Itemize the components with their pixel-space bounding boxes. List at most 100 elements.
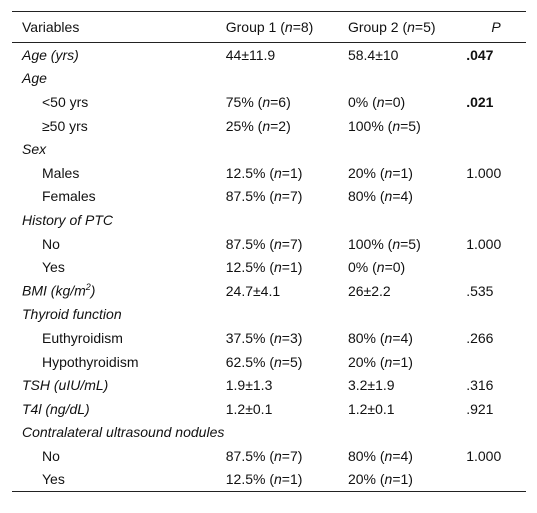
cell-value: 3.2±1.9 [347,377,395,394]
cell-value-part: 80% ( [347,447,385,464]
cell-value-part: =7) [281,235,303,252]
cell-group1: 75% (n=6) [226,90,348,114]
variable-label: Males [42,164,80,181]
cell-p-value [466,114,526,138]
variable-label: Age (yrs) [22,46,79,63]
cell-value-part: 12.5% ( [225,471,274,488]
cell-variable: Yes [12,468,226,492]
n-symbol: n [384,329,393,346]
cell-value-part: =5) [400,235,421,252]
variable-label: Yes [42,259,65,276]
n-symbol: n [384,164,393,181]
cell-variable: No [12,232,226,256]
variable-label: History of PTC [22,211,114,228]
cell-group1 [226,67,348,91]
cell-value-part: 87.5% ( [225,447,274,464]
cell-variable: No [12,444,226,468]
n-symbol: n [274,164,282,181]
variable-label: Age [22,70,47,87]
table-row: ≥50 yrs 25% (n=2) 100% (n=5) [12,114,526,138]
cell-value-part: =1) [392,353,413,370]
cell-variable: Males [12,161,226,185]
variable-label: <50 yrs [42,93,89,110]
cell-value-part: 87.5% ( [225,235,274,252]
cell-group2: 26±2.2 [348,279,466,303]
variable-label: T4l (ng/dL) [22,400,90,417]
cell-p-value [466,255,526,279]
cell-value-part: =5) [281,353,303,370]
variable-label: Sex [22,141,47,158]
cell-value-part: =1) [281,164,303,181]
cell-variable: ≥50 yrs [12,114,226,138]
table-row: History of PTC [12,208,526,232]
table-row: Age (yrs) 44±11.9 58.4±10 .047 [12,43,526,67]
table-row: No 87.5% (n=7) 100% (n=5) 1.000 [12,232,526,256]
cell-group2: 0% (n=0) [348,90,466,114]
header-row: Variables Group 1 (n=8) Group 2 (n=5) P [12,11,526,43]
cell-value-part: 0% ( [347,93,377,110]
table-container: Variables Group 1 (n=8) Group 2 (n=5) P … [12,11,526,492]
cell-p-value: 1.000 [466,235,502,252]
variable-label: No [42,235,60,252]
cell-value-part: =5) [400,117,421,134]
header-group1-a: Group 1 ( [225,19,285,35]
cell-group2 [348,421,466,445]
cell-value-part: =1) [281,471,303,488]
cell-variable: Age (yrs) [12,43,226,67]
cell-variable: Females [12,185,226,209]
cell-p-value [466,208,526,232]
n-symbol: n [274,353,282,370]
cell-value-part: 25% ( [225,117,263,134]
cell-group1 [226,208,348,232]
cell-group1: 44±11.9 [226,43,348,67]
cell-value: 1.9±1.3 [225,377,273,394]
cell-value-part: =4) [392,447,413,464]
table-row: <50 yrs 75% (n=6) 0% (n=0) .021 [12,90,526,114]
header-group1: Group 1 (n=8) [226,12,348,43]
cell-value: 24.7±4.1 [225,282,281,299]
cell-value-part: 20% ( [347,353,385,370]
cell-p-value [466,137,526,161]
cell-group1 [226,303,348,327]
cell-p-value: .316 [466,377,494,394]
cell-group1: 12.5% (n=1) [226,161,348,185]
data-table: Variables Group 1 (n=8) Group 2 (n=5) P … [12,11,526,492]
n-symbol: n [392,117,401,134]
cell-p-value: .047 [466,46,494,63]
header-p: P [491,19,501,35]
cell-group2: 80% (n=4) [348,185,466,209]
header-group2-b: =5) [414,19,436,35]
cell-value-part: 87.5% ( [225,188,274,205]
cell-group2 [348,208,466,232]
variable-label: ≥50 yrs [42,117,88,134]
cell-group2: 3.2±1.9 [348,373,466,397]
n-symbol: n [274,471,282,488]
cell-value: 1.2±0.1 [225,400,273,417]
cell-group2: 20% (n=1) [348,350,466,374]
n-symbol: n [274,259,282,276]
cell-group1 [226,421,348,445]
table-body: Age (yrs) 44±11.9 58.4±10 .047 Age <50 yrs 75%… [12,43,526,492]
cell-p-value [466,303,526,327]
table-row: No 87.5% (n=7) 80% (n=4) 1.000 [12,444,526,468]
cell-value-part: =0) [384,93,406,110]
table-row: Yes 12.5% (n=1) 20% (n=1) [12,468,526,492]
table-row: Yes 12.5% (n=1) 0% (n=0) [12,255,526,279]
cell-p-value [466,421,526,445]
cell-value-part: 12.5% ( [225,259,274,276]
cell-group2 [348,303,466,327]
variable-label: Yes [42,471,65,488]
cell-value-part: 100% ( [347,117,393,134]
cell-value-part: =1) [392,164,413,181]
cell-variable: Contralateral ultrasound nodules [12,421,226,445]
header-group2-a: Group 2 ( [347,19,408,35]
table-row: Contralateral ultrasound nodules [12,421,526,445]
cell-value-part: 80% ( [347,329,385,346]
variable-label: Thyroid function [22,306,122,323]
cell-group1: 25% (n=2) [226,114,348,138]
header-group2-n: n [407,19,415,35]
table-row: Hypothyroidism 62.5% (n=5) 20% (n=1) [12,350,526,374]
variable-label: Females [42,188,96,205]
cell-variable: TSH (uIU/mL) [12,373,226,397]
cell-group1: 87.5% (n=7) [226,232,348,256]
